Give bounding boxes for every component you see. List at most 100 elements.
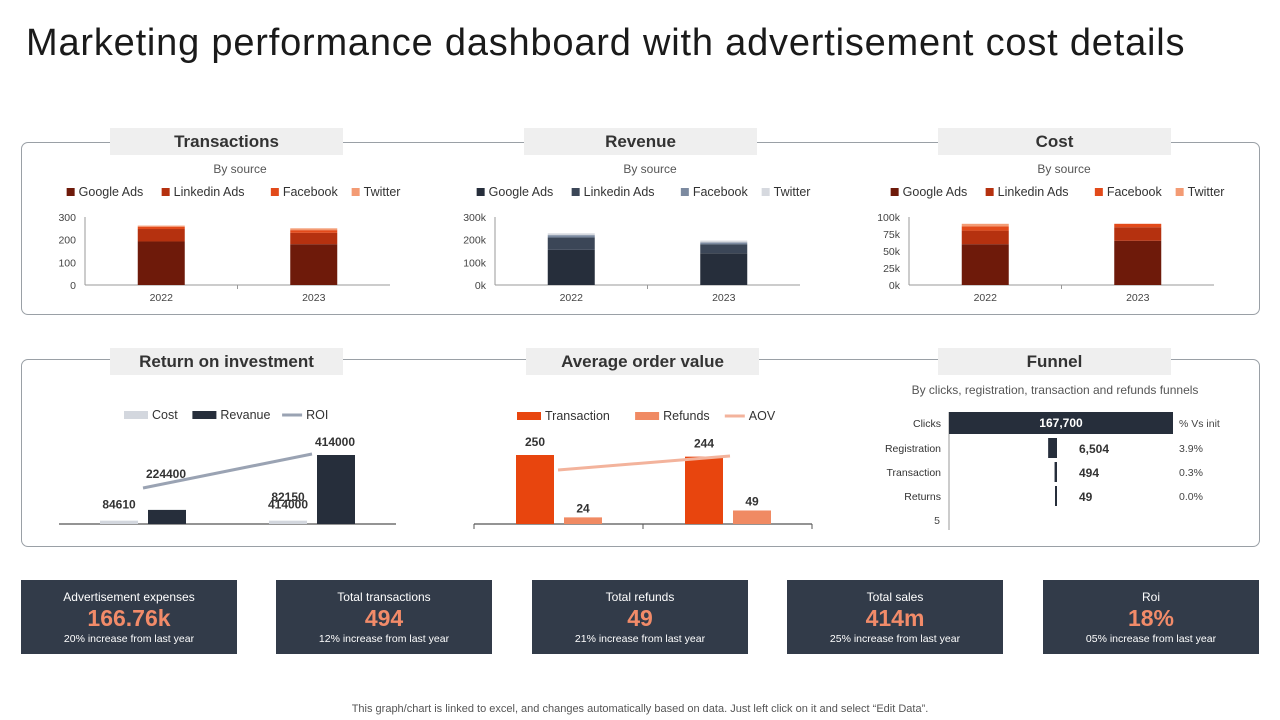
funnel-bar: [949, 412, 1173, 434]
data-label: 24: [576, 501, 590, 515]
bar-segment: [961, 230, 1009, 245]
kpi-subtext: 05% increase from last year: [1085, 633, 1217, 645]
revenue-chart[interactable]: By source Google Ads Linkedin Ads Facebook T…: [450, 158, 830, 308]
y-tick-label: 100k: [463, 257, 487, 269]
legend-swatch: [161, 188, 170, 196]
funnel-heading: Funnel: [938, 348, 1171, 375]
y-tick-label: 0k: [889, 280, 901, 292]
roi-chart[interactable]: Cost Revanue ROI 84610 414000 224400 414000 821…: [40, 398, 420, 538]
kpi-subtext: 25% increase from last year: [829, 633, 961, 645]
legend-swatch: [270, 188, 279, 196]
bar-segment: [1114, 227, 1162, 241]
legend-swatch: [476, 188, 485, 196]
data-label: 414000: [315, 435, 355, 449]
kpi-subtext: 12% increase from last year: [318, 633, 450, 645]
legend-swatch: [571, 188, 580, 196]
funnel-chart[interactable]: By clicks, registration, transaction and…: [860, 376, 1250, 536]
data-label: 224400: [146, 467, 186, 481]
data-label: 167,700: [1039, 416, 1083, 430]
bar-revanue: [148, 509, 186, 524]
data-label: 82150: [271, 490, 305, 504]
bar-transaction: [685, 456, 723, 524]
legend-label: Linkedin Ads: [174, 185, 245, 199]
bar-segment: [700, 240, 748, 243]
category-label: Clicks: [913, 418, 941, 430]
x-tick-label: 2022: [974, 292, 998, 304]
aov-line: [557, 454, 731, 472]
y-tick-label: 0: [70, 280, 76, 292]
bar-cost: [269, 520, 307, 524]
bar-segment: [290, 244, 338, 285]
bar-segment: [137, 226, 185, 230]
bar-segment: [547, 235, 595, 238]
category-label: Transaction: [887, 467, 942, 479]
legend-swatch: [192, 411, 217, 419]
x-tick-label: 2023: [302, 292, 326, 304]
aov-chart[interactable]: Transaction Refunds AOV 250 24 244 49: [450, 398, 830, 538]
bar-segment: [700, 253, 748, 285]
bar-segment: [1114, 240, 1162, 285]
kpi-label: Total refunds: [605, 590, 675, 604]
bar-segment: [137, 229, 185, 242]
bar-cost: [100, 520, 138, 524]
y-tick-label: 50k: [883, 246, 901, 258]
legend-label: Twitter: [774, 185, 811, 199]
funnel-bar: [1048, 438, 1057, 458]
legend-swatch: [1175, 188, 1184, 196]
bar-segment: [290, 228, 338, 231]
axis-tick-label: 5: [934, 515, 940, 527]
legend-label: Google Ads: [903, 185, 968, 199]
data-label: 6,504: [1079, 442, 1109, 456]
legend-label: Revanue: [220, 408, 270, 422]
transactions-chart[interactable]: By source Google Ads Linkedin Ads Facebook T…: [40, 158, 420, 308]
legend-label: Twitter: [364, 185, 401, 199]
kpi-advertisement-expenses: Advertisement expenses 166.76k 20% incre…: [21, 580, 237, 654]
page-title: Marketing performance dashboard with adv…: [26, 22, 1186, 64]
legend-label: Linkedin Ads: [584, 185, 655, 199]
y-tick-label: 300: [58, 212, 76, 224]
bar-segment: [547, 249, 595, 285]
bar-segment: [700, 242, 748, 245]
bar-segment: [700, 244, 748, 254]
bar-segment: [961, 223, 1009, 227]
legend-label: ROI: [306, 408, 328, 422]
y-tick-label: 0k: [475, 280, 487, 292]
y-tick-label: 100: [58, 257, 76, 269]
legend-swatch: [1094, 188, 1103, 196]
bar-segment: [961, 244, 1009, 285]
legend-label: Twitter: [1188, 185, 1225, 199]
revenue-heading: Revenue: [524, 128, 757, 155]
aov-heading: Average order value: [526, 348, 759, 375]
bar-transaction: [516, 455, 554, 524]
legend-label: AOV: [749, 409, 776, 423]
kpi-label: Roi: [1141, 590, 1160, 604]
legend-swatch: [351, 188, 360, 196]
legend-label: Linkedin Ads: [998, 185, 1069, 199]
data-label: 244: [694, 437, 714, 451]
bar-refunds: [733, 510, 771, 524]
funnel-bar: [1054, 462, 1057, 482]
legend-swatch: [635, 412, 660, 420]
kpi-total-sales: Total sales 414m 25% increase from last …: [787, 580, 1003, 654]
pct-label: 3.9%: [1179, 443, 1203, 455]
cost-chart[interactable]: By source Google Ads Linkedin Ads Facebook T…: [864, 158, 1244, 308]
legend-swatch: [124, 411, 148, 419]
category-label: Registration: [885, 443, 941, 455]
bar-segment: [547, 237, 595, 250]
x-tick-label: 2022: [150, 292, 174, 304]
pct-label: 0.0%: [1179, 491, 1203, 503]
cost-heading: Cost: [938, 128, 1171, 155]
y-tick-label: 25k: [883, 263, 901, 275]
kpi-label: Advertisement expenses: [63, 590, 195, 604]
legend-swatch: [680, 188, 689, 196]
x-tick-label: 2023: [1126, 292, 1150, 304]
data-label: 49: [745, 494, 759, 508]
kpi-total-transactions: Total transactions 494 12% increase from…: [276, 580, 492, 654]
y-tick-label: 75k: [883, 229, 901, 241]
bar-segment: [961, 226, 1009, 231]
kpi-total-refunds: Total refunds 49 21% increase from last …: [532, 580, 748, 654]
legend-label: Google Ads: [489, 185, 554, 199]
chart-subtitle: By source: [213, 162, 267, 176]
kpi-subtext: 20% increase from last year: [63, 633, 195, 645]
legend-swatch: [517, 412, 541, 420]
